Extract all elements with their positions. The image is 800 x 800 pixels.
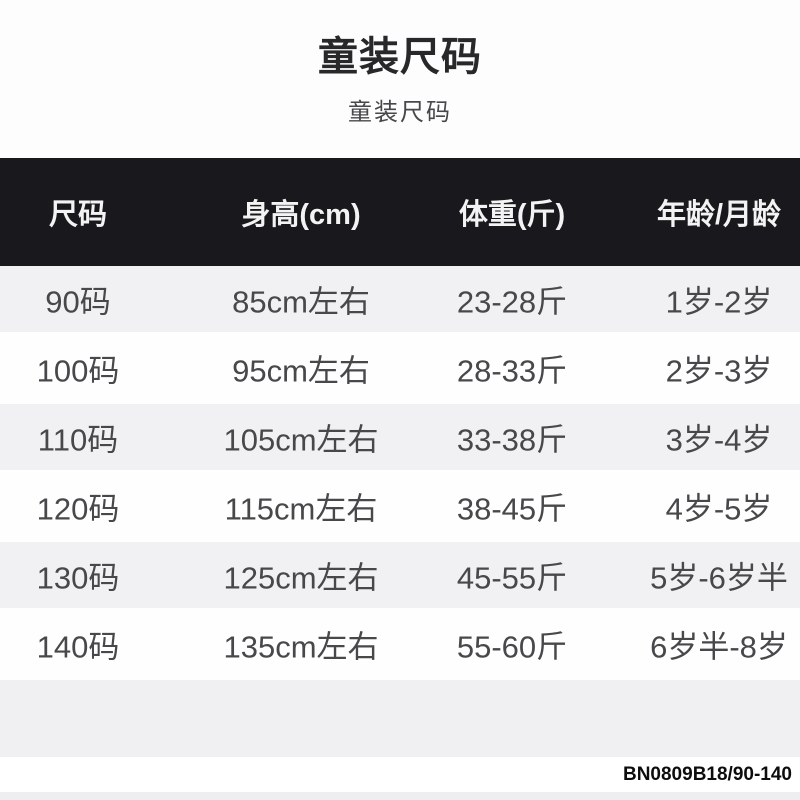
header-weight: 体重(斤): [458, 199, 566, 231]
weight-cell: 45-55斤: [456, 560, 568, 596]
weight-cell: 23-28斤: [456, 284, 568, 320]
table-row: 90码 85cm左右 23-28斤 1岁-2岁: [0, 266, 800, 332]
age-cell: 1岁-2岁: [665, 284, 773, 320]
header-age: 年龄/月龄: [656, 199, 782, 231]
weight-cell: 33-38斤: [456, 422, 568, 458]
height-cell: 85cm左右: [232, 284, 370, 320]
page-subtitle: 童装尺码: [348, 99, 452, 126]
height-cell: 135cm左右: [223, 629, 379, 665]
size-cell: 140码: [36, 629, 120, 665]
table-body: 90码 85cm左右 23-28斤 1岁-2岁 100码 95cm左右 28-3…: [0, 266, 800, 680]
height-cell: 95cm左右: [232, 353, 370, 389]
age-cell: 3岁-4岁: [665, 422, 773, 458]
age-cell: 6岁半-8岁: [650, 629, 788, 665]
product-code-bar: BN0809B18/90-140: [0, 757, 800, 792]
age-cell: 4岁-5岁: [665, 491, 773, 527]
table-row: 120码 115cm左右 38-45斤 4岁-5岁: [0, 470, 800, 542]
age-cell: 5岁-6岁半: [650, 560, 788, 596]
bottom-spacer: [0, 680, 800, 757]
size-cell: 90码: [45, 284, 111, 320]
weight-cell: 55-60斤: [456, 629, 568, 665]
page-title: 童装尺码: [318, 35, 482, 79]
table-header-row: 尺码 身高(cm) 体重(斤) 年龄/月龄: [0, 158, 800, 266]
size-cell: 100码: [36, 353, 120, 389]
size-cell: 110码: [37, 422, 119, 458]
size-cell: 120码: [36, 491, 120, 527]
product-code: BN0809B18/90-140: [622, 764, 792, 785]
weight-cell: 28-33斤: [456, 353, 568, 389]
table-row: 140码 135cm左右 55-60斤 6岁半-8岁: [0, 608, 800, 680]
weight-cell: 38-45斤: [456, 491, 568, 527]
table-row: 100码 95cm左右 28-33斤 2岁-3岁: [0, 332, 800, 404]
table-row: 130码 125cm左右 45-55斤 5岁-6岁半: [0, 542, 800, 608]
age-cell: 2岁-3岁: [665, 353, 773, 389]
header-size: 尺码: [48, 199, 108, 231]
bottom-edge-strip: [0, 792, 800, 800]
size-table: 尺码 身高(cm) 体重(斤) 年龄/月龄 90码 85cm左右 23-28斤 …: [0, 158, 800, 680]
header-height: 身高(cm): [241, 199, 361, 231]
size-cell: 130码: [36, 560, 120, 596]
height-cell: 105cm左右: [223, 422, 379, 458]
height-cell: 125cm左右: [223, 560, 379, 596]
height-cell: 115cm左右: [224, 491, 378, 527]
table-row: 110码 105cm左右 33-38斤 3岁-4岁: [0, 404, 800, 470]
